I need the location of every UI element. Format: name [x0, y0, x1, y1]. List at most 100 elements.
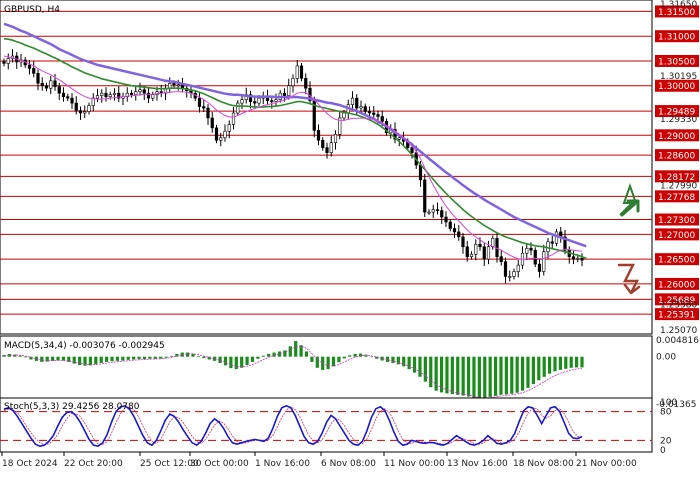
candle-body [61, 92, 66, 97]
x-tick-label: 11 Nov 00:00 [384, 459, 445, 469]
candle-body [206, 107, 210, 119]
candle-body [554, 231, 559, 244]
main-price-scale: 1.31650 1.30195 1.29330 1.27990 1.25580 1.250… [660, 0, 697, 336]
level-label-bg [655, 170, 699, 183]
level-label-bg [655, 129, 699, 142]
macd-bar [126, 356, 130, 360]
macd-bar [132, 356, 136, 360]
candle-body [503, 261, 508, 277]
macd-bar [78, 356, 82, 366]
level-label-text: 1.31000 [658, 33, 695, 43]
level-label: 1.25391 [655, 308, 699, 321]
candle-body [236, 102, 240, 114]
candle-body [291, 78, 295, 87]
main-panel-frame [0, 0, 653, 335]
candle-body [448, 221, 452, 229]
level-label-text: 1.28600 [658, 152, 695, 162]
macd-bar [34, 356, 39, 361]
candle-body [304, 78, 308, 89]
arrow-down-icon [617, 263, 641, 295]
candle-body [418, 164, 423, 181]
candle-body [138, 89, 142, 92]
candle-body [36, 73, 40, 84]
stoch-scale-label: 0 [660, 446, 666, 456]
level-label-text: 1.31500 [658, 8, 695, 18]
candle-body [223, 131, 227, 139]
level-label: 1.28172 [655, 170, 699, 183]
macd-bar [83, 356, 87, 366]
macd-bar [267, 353, 271, 357]
candle-body [329, 142, 333, 153]
candle-body [397, 137, 401, 140]
macd-bar [110, 356, 114, 362]
resistance-lines [0, 10, 652, 315]
candle-body [380, 116, 384, 122]
macd-bar [553, 356, 557, 372]
candle-body [49, 80, 53, 89]
candle-body [482, 246, 486, 260]
level-label: 1.25689 [655, 293, 699, 306]
level-label-text: 1.30000 [658, 82, 695, 92]
stoch-scale-label: 80 [660, 408, 672, 418]
macd-bar [191, 353, 195, 357]
level-label-bg [655, 308, 699, 321]
candle-body [508, 276, 512, 278]
macd-bar [99, 356, 103, 363]
moving-averages [3, 22, 587, 260]
x-tick-label: 18 Oct 2024 [2, 459, 58, 469]
macd-bar [245, 356, 249, 366]
candle-body [571, 256, 576, 260]
candle-body [83, 111, 87, 114]
candle-body [70, 97, 74, 104]
candle-body [316, 130, 321, 141]
level-label-bg [655, 253, 699, 266]
macd-bar [175, 353, 179, 357]
ma-line-ma-mid [3, 37, 587, 259]
candle-body [74, 102, 78, 111]
candle-body [91, 97, 95, 106]
candle-body [431, 209, 435, 213]
macd-bar [315, 356, 319, 368]
candle-body [66, 96, 70, 99]
macd-bar [164, 356, 168, 358]
candle-body [478, 243, 482, 248]
macd-bar [353, 353, 357, 357]
macd-bar [159, 356, 163, 359]
candle-body [525, 247, 529, 254]
macd-scale: 0.004816 0.00 -0.01365 [656, 336, 699, 410]
macd-bar [223, 356, 228, 366]
macd-bar [51, 356, 55, 361]
macd-bar [240, 356, 244, 368]
macd-bar [493, 356, 498, 396]
macd-bar [407, 356, 411, 370]
level-label-text: 1.29000 [658, 132, 695, 142]
x-tick-label: 22 Oct 20:00 [64, 459, 123, 469]
macd-bar [186, 352, 190, 357]
macd-bar [537, 356, 541, 381]
macd-bar [294, 341, 298, 357]
candle-body [465, 246, 469, 257]
candle-body [550, 241, 554, 244]
candle-body [542, 251, 546, 272]
candle-body [516, 264, 520, 272]
x-tick-label: 6 Nov 08:00 [321, 459, 376, 469]
candle-body [474, 243, 478, 255]
macd-bar [510, 356, 514, 394]
main-panel: 1.31500 1.31000 1.30500 1.30000 1.29489 1.290… [0, 0, 699, 336]
macd-bar [115, 356, 120, 361]
candle-body [2, 61, 6, 64]
candle-body [512, 271, 516, 277]
chart-title: GBPUSD, H4 [4, 5, 60, 15]
macd-bar [121, 356, 125, 361]
level-label-bg [655, 5, 699, 18]
candle-body [580, 257, 584, 261]
candles [2, 49, 584, 284]
level-label-bg [655, 54, 699, 67]
macd-bar [504, 356, 508, 395]
stoch-scale-label: 20 [660, 436, 672, 446]
candle-body [461, 236, 465, 248]
macd-bar [564, 356, 568, 369]
macd-scale-label: -0.01365 [656, 400, 696, 410]
macd-bar [342, 356, 346, 359]
